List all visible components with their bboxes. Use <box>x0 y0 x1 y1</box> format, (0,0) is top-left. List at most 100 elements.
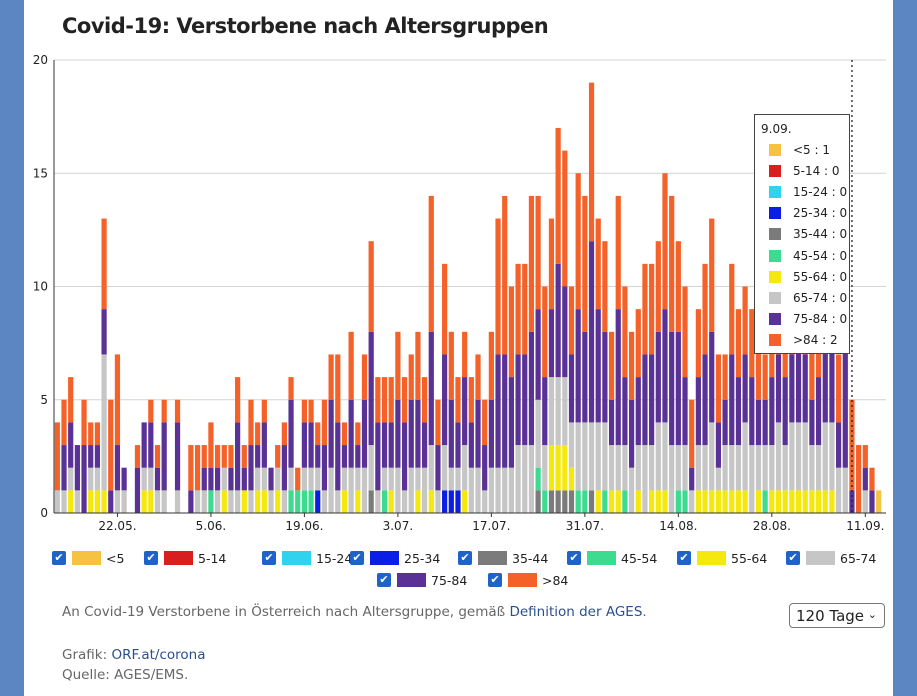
bar-segment->84[interactable] <box>435 399 441 446</box>
bar-segment-75-84[interactable] <box>775 354 782 423</box>
bar-segment-75-84[interactable] <box>662 309 668 423</box>
checkbox-checked-icon[interactable]: ✔ <box>458 551 472 565</box>
bar-segment-75-84[interactable] <box>615 309 621 446</box>
bar-segment-55-64[interactable] <box>94 490 101 513</box>
bar-segment-75-84[interactable] <box>809 399 815 446</box>
bar-segment-65-74[interactable] <box>348 467 354 513</box>
bar-segment-65-74[interactable] <box>288 467 294 491</box>
bar-segment->84[interactable] <box>101 218 107 310</box>
bar-segment->84[interactable] <box>475 354 481 400</box>
bar-segment-55-64[interactable] <box>275 490 281 513</box>
bar-segment-75-84[interactable] <box>689 467 695 491</box>
bar-segment-65-74[interactable] <box>268 490 274 513</box>
bar-segment-65-74[interactable] <box>455 467 461 491</box>
checkbox-checked-icon[interactable]: ✔ <box>262 551 276 565</box>
bar-segment->84[interactable] <box>689 399 695 468</box>
bar-segment->84[interactable] <box>508 286 515 378</box>
bar-segment->84[interactable] <box>675 241 681 332</box>
bar-segment->84[interactable] <box>468 377 474 423</box>
legend-item-35-44[interactable]: ✔ 35-44 <box>458 548 548 568</box>
bar-segment-65-74[interactable] <box>535 399 541 468</box>
bar-segment-65-74[interactable] <box>248 490 254 513</box>
bar-segment-75-84[interactable] <box>869 490 875 513</box>
bar-segment-75-84[interactable] <box>81 445 87 513</box>
bar-segment->84[interactable] <box>114 354 121 446</box>
bar-segment-65-74[interactable] <box>829 422 835 491</box>
legend-item-25-34[interactable]: ✔ 25-34 <box>350 548 440 568</box>
bar-segment->84[interactable] <box>709 218 715 332</box>
bar-segment-55-64[interactable] <box>562 445 568 491</box>
bar-segment-65-74[interactable] <box>615 445 621 491</box>
bar-segment-65-74[interactable] <box>588 422 595 491</box>
bar-segment->84[interactable] <box>301 399 308 423</box>
bar-segment-55-64[interactable] <box>221 490 227 513</box>
bar-segment-65-74[interactable] <box>321 490 328 513</box>
bar-segment->84[interactable] <box>201 445 207 468</box>
bar-segment-55-64[interactable] <box>241 490 247 513</box>
bar-segment-55-64[interactable] <box>782 490 788 513</box>
bar-segment-75-84[interactable] <box>428 331 434 446</box>
bar-segment-75-84[interactable] <box>628 399 635 468</box>
bar-segment-55-64[interactable] <box>415 490 421 513</box>
bar-segment-65-74[interactable] <box>762 445 768 491</box>
bar-segment-65-74[interactable] <box>735 445 742 491</box>
bar-segment-55-64[interactable] <box>809 490 815 513</box>
bar-segment-55-64[interactable] <box>709 490 715 513</box>
bar-segment->84[interactable] <box>635 309 641 378</box>
bar-segment-75-84[interactable] <box>862 467 868 491</box>
bar-segment->84[interactable] <box>108 399 114 491</box>
bar-segment-35-44[interactable] <box>555 490 561 513</box>
bar-segment->84[interactable] <box>608 331 615 400</box>
bar-segment->84[interactable] <box>749 309 755 378</box>
bar-segment-35-44[interactable] <box>535 490 541 513</box>
bar-segment-65-74[interactable] <box>395 467 401 513</box>
bar-segment->84[interactable] <box>835 354 842 423</box>
bar-segment-75-84[interactable] <box>535 309 541 400</box>
bar-segment-55-64[interactable] <box>769 490 775 513</box>
bar-segment-45-54[interactable] <box>682 490 688 513</box>
bar-segment-45-54[interactable] <box>675 490 681 513</box>
bar-segment-55-64[interactable] <box>355 490 361 513</box>
bar-segment-75-84[interactable] <box>288 399 294 468</box>
bar-segment-65-74[interactable] <box>749 445 755 513</box>
bar-segment-65-74[interactable] <box>815 445 822 491</box>
bar-segment-65-74[interactable] <box>695 445 701 491</box>
bar-segment-65-74[interactable] <box>548 377 555 446</box>
bar-segment->84[interactable] <box>642 263 648 355</box>
bar-segment-65-74[interactable] <box>275 467 281 491</box>
bar-segment-65-74[interactable] <box>194 490 201 513</box>
bar-segment->84[interactable] <box>482 399 488 446</box>
bar-segment->84[interactable] <box>582 195 588 332</box>
bar-segment-65-74[interactable] <box>729 445 735 491</box>
bar-segment-55-64[interactable] <box>795 490 802 513</box>
bar-segment-65-74[interactable] <box>802 422 808 491</box>
bar-segment-75-84[interactable] <box>301 422 308 468</box>
bar-segment-75-84[interactable] <box>88 445 94 468</box>
bar-segment->84[interactable] <box>321 399 328 446</box>
bar-segment-75-84[interactable] <box>769 377 775 446</box>
bar-segment-75-84[interactable] <box>502 354 508 468</box>
bar-segment->84[interactable] <box>535 195 541 310</box>
bar-segment-75-84[interactable] <box>528 331 535 446</box>
bar-segment->84[interactable] <box>568 286 575 355</box>
bar-segment->84[interactable] <box>235 377 241 423</box>
bar-segment-55-64[interactable] <box>695 490 701 513</box>
bar-segment-55-64[interactable] <box>595 490 601 513</box>
bar-segment-75-84[interactable] <box>235 422 241 491</box>
bar-segment-75-84[interactable] <box>241 467 247 491</box>
bar-segment-75-84[interactable] <box>655 331 661 423</box>
bar-segment-75-84[interactable] <box>408 399 414 468</box>
bar-segment->84[interactable] <box>261 399 267 423</box>
bar-segment-45-54[interactable] <box>602 490 608 513</box>
bar-segment->84[interactable] <box>228 445 234 468</box>
bar-segment-75-84[interactable] <box>68 422 74 468</box>
bar-segment->84[interactable] <box>248 399 254 446</box>
bar-segment-75-84[interactable] <box>515 354 521 446</box>
bar-segment-75-84[interactable] <box>682 377 688 446</box>
bar-segment-65-74[interactable] <box>655 422 661 491</box>
bar-segment-65-74[interactable] <box>809 445 815 491</box>
bar-segment-65-74[interactable] <box>428 445 434 491</box>
bar-segment->84[interactable] <box>361 354 368 400</box>
legend-item-15-24[interactable]: ✔ 15-24 <box>262 548 352 568</box>
bar-segment-65-74[interactable] <box>308 467 314 491</box>
